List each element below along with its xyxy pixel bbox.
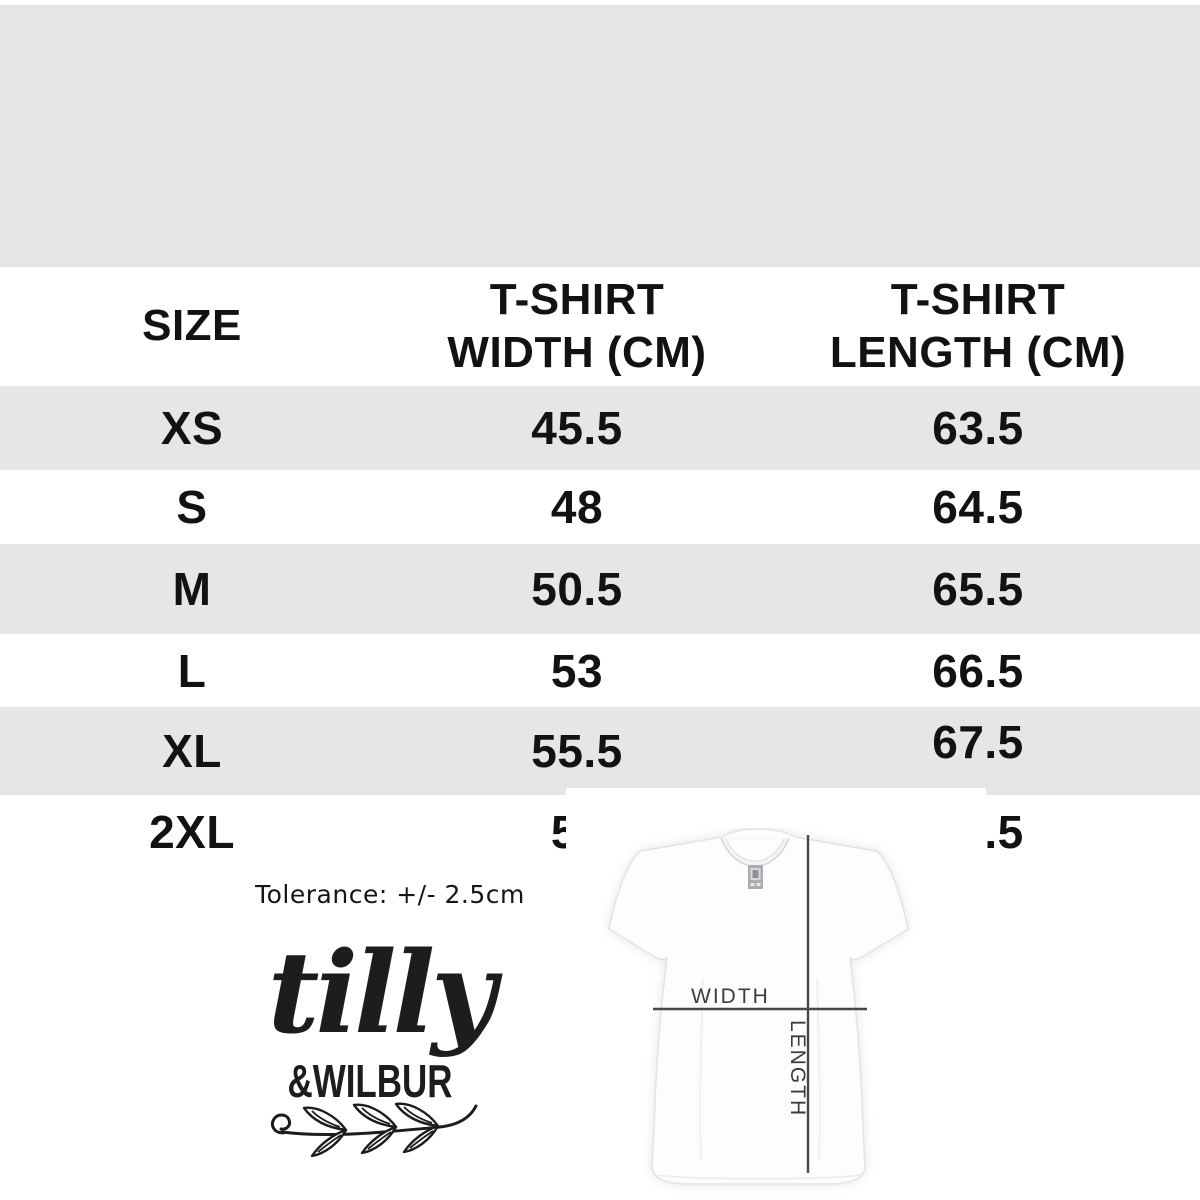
column-header-width-line1: T-SHIRT xyxy=(489,274,665,324)
length-label: LENGTH xyxy=(786,1020,809,1117)
tshirt-diagram: WIDTH LENGTH xyxy=(595,828,925,1200)
width-value: 55.5 xyxy=(531,725,623,777)
width-value: 50.5 xyxy=(531,563,623,615)
width-value: 53 xyxy=(550,644,604,697)
length-value: 65.5 xyxy=(932,563,1024,615)
column-header-size: SIZE xyxy=(142,301,242,351)
width-label: WIDTH xyxy=(691,985,770,1008)
length-value: 63.5 xyxy=(932,402,1024,454)
laurel-branch-icon xyxy=(270,1102,478,1158)
length-value: 67.5 xyxy=(932,716,1024,768)
table-row-xs: XS 45.5 63.5 xyxy=(0,386,1200,470)
brand-caps-name: &WILBUR xyxy=(287,1055,453,1107)
column-header-length-line1: T-SHIRT xyxy=(890,274,1066,324)
table-header-row: SIZE T-SHIRT WIDTH (CM) T-SHIRT LENGTH (… xyxy=(0,267,1200,386)
table-row-m: M 50.5 65.5 xyxy=(0,544,1200,634)
brand-script-name: tilly xyxy=(267,928,496,1059)
table-row-xl: XL 55.5 67.5 xyxy=(0,707,1200,795)
length-value: 64.5 xyxy=(932,481,1024,533)
column-header-width: T-SHIRT WIDTH (CM) xyxy=(384,274,770,380)
column-header-width-line2: WIDTH (CM) xyxy=(447,327,707,377)
size-value: M xyxy=(172,563,212,615)
size-value: L xyxy=(177,644,207,697)
size-value: S xyxy=(176,481,208,533)
table-row-l: L 53 66.5 xyxy=(0,634,1200,707)
column-header-length: T-SHIRT LENGTH (CM) xyxy=(770,274,1186,380)
tolerance-note: Tolerance: +/- 2.5cm xyxy=(255,880,525,909)
size-value: XS xyxy=(160,402,224,454)
size-value: XL xyxy=(162,725,222,777)
table-row-s: S 48 64.5 xyxy=(0,470,1200,544)
size-value: 2XL xyxy=(149,805,235,858)
length-value: 66.5 xyxy=(932,644,1024,697)
column-header-length-line2: LENGTH (CM) xyxy=(829,327,1127,377)
width-value: 45.5 xyxy=(531,402,623,454)
width-value: 48 xyxy=(550,481,604,533)
hero-band xyxy=(0,5,1200,267)
